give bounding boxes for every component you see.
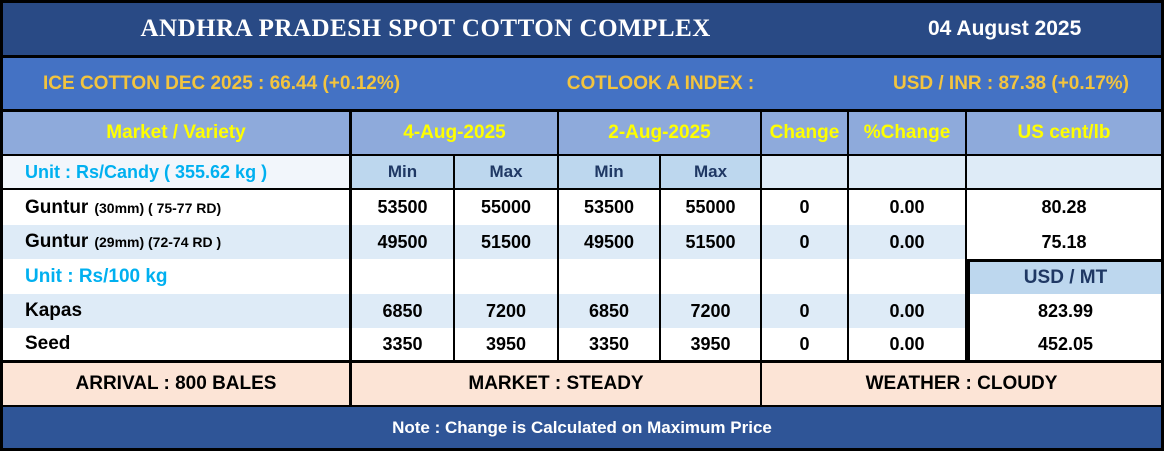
unit-rs100kg-label: Unit : Rs/100 kg	[3, 259, 352, 294]
subheader-max-2: Max	[661, 156, 762, 190]
kapas-d2-min: 6850	[559, 294, 661, 328]
usd-inr-quote: USD / INR : 87.38 (+0.17%)	[892, 72, 1129, 94]
variety-spec: (30mm) ( 75-77 RD)	[94, 199, 222, 216]
row-seed-name: Seed	[3, 328, 352, 363]
page-title: ANDHRA PRADESH SPOT COTTON COMPLEX	[140, 15, 711, 42]
variety-spec: (29mm) (72-74 RD )	[94, 234, 222, 250]
subheader-blank-pct	[849, 156, 967, 190]
seed-d2-min: 3350	[559, 328, 661, 363]
unitrow-blank-6	[849, 259, 967, 294]
market-ticker-bar: ICE COTTON DEC 2025 : 66.44 (+0.12%) COT…	[3, 58, 1161, 112]
seed-usd-mt: 452.05	[967, 328, 1161, 363]
market-name: Kapas	[25, 300, 83, 321]
guntur30-d2-min: 53500	[559, 190, 661, 225]
market-status: MARKET : STEADY	[352, 363, 762, 407]
title-bar: ANDHRA PRADESH SPOT COTTON COMPLEX 04 Au…	[3, 3, 1161, 58]
kapas-d2-max: 7200	[661, 294, 762, 328]
guntur29-change: 0	[762, 225, 849, 259]
price-table: Market / Variety 4-Aug-2025 2-Aug-2025 C…	[3, 112, 1161, 448]
guntur30-pct-change: 0.00	[849, 190, 967, 225]
col-header-market: Market / Variety	[3, 112, 352, 156]
col-header-date2: 2-Aug-2025	[559, 112, 762, 156]
guntur30-us-cent: 80.28	[967, 190, 1161, 225]
kapas-change: 0	[762, 294, 849, 328]
subheader-min-1: Min	[352, 156, 455, 190]
guntur30-change: 0	[762, 190, 849, 225]
row-guntur-30mm-name: Guntur (30mm) ( 75-77 RD)	[3, 190, 352, 225]
weather-status: WEATHER : CLOUDY	[762, 363, 1161, 407]
guntur29-d1-max: 51500	[455, 225, 559, 259]
unitrow-blank-5	[762, 259, 849, 294]
note-bar: Note : Change is Calculated on Maximum P…	[3, 407, 1161, 448]
subheader-max-1: Max	[455, 156, 559, 190]
guntur30-d2-max: 55000	[661, 190, 762, 225]
unitrow-blank-3	[559, 259, 661, 294]
kapas-usd-mt: 823.99	[967, 294, 1161, 328]
market-name: Guntur	[25, 231, 89, 252]
seed-pct-change: 0.00	[849, 328, 967, 363]
kapas-d1-max: 7200	[455, 294, 559, 328]
unitrow-blank-2	[455, 259, 559, 294]
col-header-us-cent: US cent/lb	[967, 112, 1161, 156]
guntur30-d1-min: 53500	[352, 190, 455, 225]
seed-d2-max: 3950	[661, 328, 762, 363]
market-name: Seed	[25, 333, 71, 354]
row-kapas-name: Kapas	[3, 294, 352, 328]
subheader-min-2: Min	[559, 156, 661, 190]
guntur29-pct-change: 0.00	[849, 225, 967, 259]
guntur29-d2-max: 51500	[661, 225, 762, 259]
kapas-d1-min: 6850	[352, 294, 455, 328]
unitrow-blank-1	[352, 259, 455, 294]
subheader-blank-uscent	[967, 156, 1161, 190]
cotlook-index-label: COTLOOK A INDEX :	[566, 72, 755, 94]
arrival-status: ARRIVAL : 800 BALES	[3, 363, 352, 407]
ice-cotton-quote: ICE COTTON DEC 2025 : 66.44 (+0.12%)	[43, 72, 401, 94]
seed-d1-min: 3350	[352, 328, 455, 363]
col-header-date1: 4-Aug-2025	[352, 112, 559, 156]
seed-d1-max: 3950	[455, 328, 559, 363]
report-date: 04 August 2025	[928, 17, 1082, 40]
subheader-blank-change	[762, 156, 849, 190]
unitrow-blank-4	[661, 259, 762, 294]
guntur29-us-cent: 75.18	[967, 225, 1161, 259]
seed-change: 0	[762, 328, 849, 363]
col-header-change: Change	[762, 112, 849, 156]
guntur29-d2-min: 49500	[559, 225, 661, 259]
row-guntur-29mm-name: Guntur (29mm) (72-74 RD )	[3, 225, 352, 259]
market-name: Guntur	[25, 196, 89, 218]
usd-mt-header: USD / MT	[967, 259, 1161, 294]
guntur30-d1-max: 55000	[455, 190, 559, 225]
guntur29-d1-min: 49500	[352, 225, 455, 259]
unit-candy-label: Unit : Rs/Candy ( 355.62 kg )	[3, 156, 352, 190]
kapas-pct-change: 0.00	[849, 294, 967, 328]
col-header-pct-change: %Change	[849, 112, 967, 156]
